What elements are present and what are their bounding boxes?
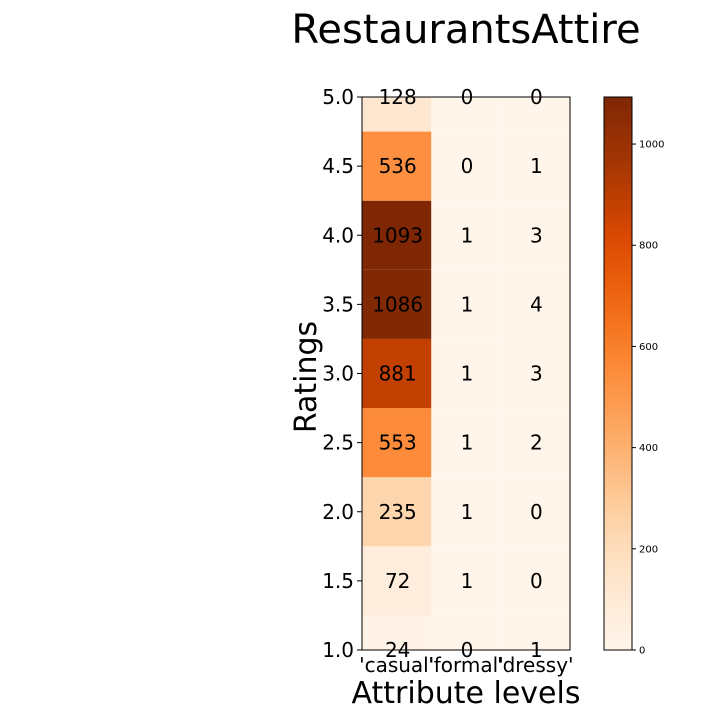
heatmap-cell xyxy=(431,546,501,616)
colorbar-tick-label: 0 xyxy=(639,646,645,657)
heatmap-cell xyxy=(431,615,501,650)
cell-value-label: 0 xyxy=(530,569,543,593)
heatmap-cell xyxy=(500,131,570,201)
y-tick-label: 1.0 xyxy=(322,638,354,662)
x-axis-label: Attribute levels xyxy=(352,676,581,711)
y-axis-label: Ratings xyxy=(289,321,324,433)
cell-value-label: 536 xyxy=(379,154,417,178)
y-tick-label: 2.5 xyxy=(322,431,354,455)
heatmap-cell xyxy=(431,477,501,547)
heatmap-cell xyxy=(431,269,501,339)
heatmap-cell xyxy=(362,200,432,270)
cell-value-label: 1 xyxy=(461,292,474,316)
heatmap-cell xyxy=(362,408,432,478)
y-tick-label: 2.0 xyxy=(322,500,354,524)
heatmap-cell xyxy=(431,97,501,132)
cell-value-label: 4 xyxy=(530,292,543,316)
heatmap-cell xyxy=(431,200,501,270)
cell-value-label: 72 xyxy=(385,569,410,593)
heatmap-cell xyxy=(500,615,570,650)
x-tick-label: 'dressy' xyxy=(497,653,573,677)
y-tick-labels: 1.0 1.5 2.0 2.5 3.0 3.5 4.0 4.5 5.0 xyxy=(322,85,362,662)
cell-value-label: 1 xyxy=(461,223,474,247)
heatmap-cell xyxy=(362,338,432,409)
cell-value-label: 3 xyxy=(530,362,543,386)
cell-value-label: 2 xyxy=(530,431,543,455)
cell-value-label: 3 xyxy=(530,223,543,247)
heatmap-cell xyxy=(431,408,501,478)
colorbar-tick-label: 400 xyxy=(639,443,658,454)
x-tick-labels: 'casual''formal''dressy' xyxy=(359,653,573,677)
cell-value-label: 1 xyxy=(461,500,474,524)
heatmap-cell xyxy=(500,269,570,339)
y-tick-label: 3.0 xyxy=(322,362,354,386)
heatmap-cell xyxy=(362,269,432,339)
heatmap-cell xyxy=(500,97,570,132)
cell-value-label: 553 xyxy=(379,431,417,455)
cell-value-label: 1 xyxy=(461,362,474,386)
y-tick-label: 4.5 xyxy=(322,154,354,178)
y-tick-label: 4.0 xyxy=(322,223,354,247)
heatmap-cell xyxy=(500,408,570,478)
heatmap-cell xyxy=(431,338,501,409)
colorbar-tick-labels: 0 200 400 600 800 1000 xyxy=(632,140,664,657)
colorbar-tick-label: 800 xyxy=(639,241,658,252)
heatmap-cell xyxy=(431,131,501,201)
cell-value-label: 235 xyxy=(379,500,417,524)
heatmap-cell xyxy=(362,97,432,132)
heatmap-cell xyxy=(362,546,432,616)
colorbar xyxy=(603,96,633,651)
cell-value-label: 1 xyxy=(461,569,474,593)
heatmap-cell xyxy=(500,338,570,409)
heatmap-cell xyxy=(500,200,570,270)
y-tick-label: 5.0 xyxy=(322,85,354,109)
colorbar-tick-label: 200 xyxy=(639,544,658,555)
heatmap-cell xyxy=(362,477,432,547)
heatmap-cell xyxy=(362,615,432,650)
colorbar-tick-label: 600 xyxy=(639,342,658,353)
chart-title: RestaurantsAttire xyxy=(291,7,640,53)
cell-value-label: 881 xyxy=(379,362,417,386)
cell-value-label: 1 xyxy=(461,431,474,455)
cell-value-label: 1093 xyxy=(372,223,423,247)
cell-value-label: 1 xyxy=(530,154,543,178)
y-tick-label: 1.5 xyxy=(322,569,354,593)
cell-value-label: 0 xyxy=(461,154,474,178)
heatmap-cells xyxy=(362,97,570,650)
heatmap-cell xyxy=(362,131,432,201)
cell-value-label: 0 xyxy=(530,500,543,524)
x-tick-label: 'casual' xyxy=(359,653,434,677)
colorbar-tick-label: 1000 xyxy=(639,140,664,151)
y-tick-label: 3.5 xyxy=(322,292,354,316)
heatmap-cell xyxy=(500,477,570,547)
heatmap-cell xyxy=(500,546,570,616)
cell-value-label: 1086 xyxy=(372,292,423,316)
x-tick-label: 'formal' xyxy=(428,653,503,677)
